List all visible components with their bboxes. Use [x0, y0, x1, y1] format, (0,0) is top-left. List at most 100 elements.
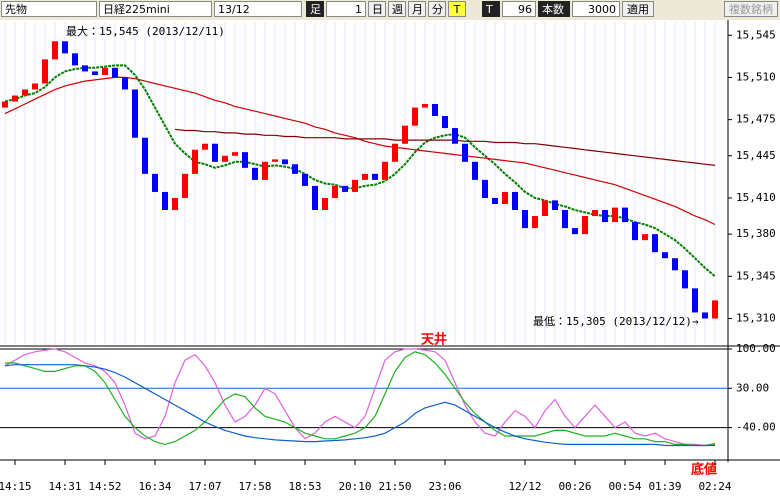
- x-tick-label: 17:07: [188, 480, 221, 493]
- candle: [372, 173, 378, 180]
- x-tick-label: 14:31: [48, 480, 81, 493]
- candle: [42, 59, 48, 84]
- x-tick-label: 00:26: [558, 480, 591, 493]
- candle: [132, 89, 138, 138]
- series-line: [4, 348, 716, 447]
- candle: [472, 161, 478, 180]
- candle: [162, 191, 168, 211]
- symbol-select[interactable]: 日経225mini: [99, 1, 212, 17]
- x-tick-label: 23:06: [428, 480, 461, 493]
- bar-label: 足: [306, 1, 324, 17]
- candle: [422, 103, 428, 108]
- x-tick-label: 12/12: [508, 480, 541, 493]
- candle: [482, 179, 488, 198]
- x-tick-label: 02:24: [698, 480, 731, 493]
- candle: [312, 185, 318, 211]
- apply-button[interactable]: 適用: [622, 1, 654, 17]
- y-tick-label: 15,310: [736, 311, 776, 324]
- y-tick-label: 15,410: [736, 191, 776, 204]
- candle: [242, 152, 248, 168]
- candle: [662, 252, 668, 259]
- tick-button[interactable]: T: [448, 1, 466, 17]
- x-tick-label: 20:10: [338, 480, 371, 493]
- y-tick-label: 15,475: [736, 113, 776, 126]
- series-line: [5, 351, 716, 447]
- x-tick-label: 17:58: [238, 480, 271, 493]
- candle: [112, 67, 118, 78]
- candle: [592, 210, 598, 217]
- candle: [62, 41, 68, 54]
- y-tick-label: 100.00: [736, 342, 776, 355]
- series-line: [174, 128, 716, 166]
- period-button[interactable]: 日: [368, 1, 386, 17]
- candle: [262, 161, 268, 180]
- candle: [12, 95, 18, 102]
- x-tick-label: 18:53: [288, 480, 321, 493]
- candle: [222, 155, 228, 162]
- symbol-type-select[interactable]: 先物: [1, 1, 97, 17]
- period-button[interactable]: 週: [388, 1, 406, 17]
- candle: [502, 191, 508, 204]
- candle: [442, 116, 448, 129]
- candle: [302, 173, 308, 186]
- candle: [142, 137, 148, 174]
- candle: [622, 207, 628, 223]
- candle: [712, 300, 718, 319]
- candle: [212, 143, 218, 162]
- candle: [82, 65, 88, 72]
- tick-label: T: [482, 1, 500, 17]
- candle: [652, 234, 658, 253]
- candle: [552, 200, 558, 211]
- candle: [92, 71, 98, 76]
- candle: [512, 191, 518, 211]
- candle: [682, 270, 688, 289]
- candle: [602, 210, 608, 223]
- candle: [322, 197, 328, 211]
- candle: [342, 185, 348, 192]
- bars-input[interactable]: 3000: [572, 1, 620, 17]
- candle: [352, 179, 358, 192]
- bar-count-input[interactable]: 1: [326, 1, 366, 17]
- candle: [282, 159, 288, 165]
- y-tick-label: 15,445: [736, 149, 776, 162]
- candle: [402, 125, 408, 144]
- candle: [252, 167, 258, 180]
- count-input[interactable]: 96: [502, 1, 536, 17]
- candle: [122, 77, 128, 90]
- y-tick-label: 30.00: [736, 381, 769, 394]
- chart: 最大：15,545 (2013/12/11) 最低：15,305 (2013/1…: [0, 20, 780, 493]
- candle: [392, 143, 398, 162]
- candle: [432, 103, 438, 117]
- x-tick-label: 21:50: [378, 480, 411, 493]
- period-button[interactable]: 分: [428, 1, 446, 17]
- candle: [192, 149, 198, 174]
- candle: [672, 258, 678, 271]
- candle: [272, 159, 278, 162]
- multi-button[interactable]: 複数銘柄: [724, 1, 778, 17]
- candle: [232, 152, 238, 156]
- candle: [702, 312, 708, 319]
- candle: [562, 210, 568, 229]
- x-tick-label: 00:54: [608, 480, 641, 493]
- toolbar: 先物 日経225mini 13/12 足 1 日 週 月 分 T T 96 本数…: [0, 0, 780, 20]
- candle: [612, 207, 618, 223]
- candle: [2, 101, 8, 108]
- candle: [412, 107, 418, 126]
- count-label: 本数: [538, 1, 570, 17]
- contract-select[interactable]: 13/12: [214, 1, 302, 17]
- y-tick-label: 15,345: [736, 269, 776, 282]
- bottom-annotation: 底値: [691, 462, 717, 478]
- period-button[interactable]: 月: [408, 1, 426, 17]
- x-tick-label: 14:15: [0, 480, 32, 493]
- candle: [102, 67, 108, 76]
- top-annotation: 天井: [421, 332, 447, 348]
- y-tick-label: -40.00: [736, 421, 776, 434]
- candle: [182, 173, 188, 198]
- candle: [542, 200, 548, 217]
- candle: [362, 173, 368, 180]
- candle: [152, 173, 158, 192]
- candle: [382, 161, 388, 180]
- candle: [202, 143, 208, 150]
- candle: [72, 53, 78, 66]
